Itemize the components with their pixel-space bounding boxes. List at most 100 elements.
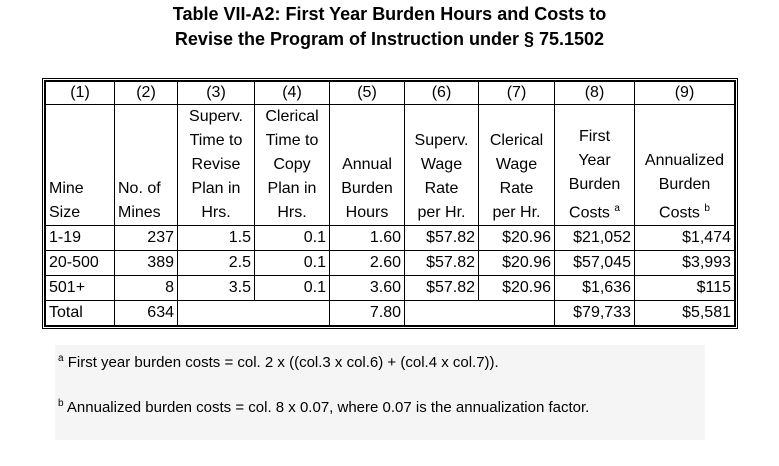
footnote-text: Annualized burden costs = col. 8 x 0.07,… (66, 399, 590, 416)
header-line: First (578, 127, 611, 145)
header-cell: Clerical Time to Copy Plan in Hrs. (254, 104, 330, 226)
cell: 237 (114, 225, 178, 251)
cell: $1,636 (554, 275, 635, 301)
cell: $3,993 (634, 250, 735, 276)
table-frame: (1) (2) (3) (4) (5) (6) (7) (8) (9) Mine Size No. o… (42, 78, 738, 329)
title: Table VII-A2: First Year Burden Hours an… (0, 2, 779, 52)
column-number: (3) (177, 81, 255, 105)
header-cell: Annual Burden Hours (329, 104, 405, 226)
header-line: Annual (342, 156, 392, 173)
header-line: Year (578, 151, 611, 169)
header-line: Revise (191, 156, 241, 173)
header-line: Rate (499, 180, 534, 197)
footnotes: a First year burden costs = col. 2 x ((c… (55, 345, 705, 440)
header-cell: Superv. Time to Revise Plan in Hrs. (177, 104, 255, 226)
cell: 634 (114, 300, 178, 326)
cell: $20.96 (478, 225, 555, 251)
header-line: Time to (265, 132, 319, 149)
cell: 1.60 (329, 225, 405, 251)
cell: 0.1 (254, 275, 330, 301)
header-line: Hrs. (201, 204, 231, 221)
cell: 2.5 (177, 250, 255, 276)
column-number: (4) (254, 81, 330, 105)
cell: $57,045 (554, 250, 635, 276)
cell: 389 (114, 250, 178, 276)
cell: 0.1 (254, 225, 330, 251)
header-line: Burden (341, 180, 393, 197)
empty-cell (177, 300, 330, 326)
header-cell: Annualized Burden Costs b (634, 104, 735, 226)
cell: $1,474 (634, 225, 735, 251)
header-line: Size (49, 204, 81, 221)
cell: 1.5 (177, 225, 255, 251)
cell: 501+ (45, 275, 115, 301)
cell: $21,052 (554, 225, 635, 251)
header-line: Burden (658, 175, 711, 193)
cell: 2.60 (329, 250, 405, 276)
cell: 20-500 (45, 250, 115, 276)
header-note: b (704, 202, 710, 214)
footnote-text: First year burden costs = col. 2 x ((col… (67, 354, 499, 371)
header-line: per Hr. (417, 204, 466, 221)
header-line: Rate (424, 180, 459, 197)
column-number: (6) (404, 81, 479, 105)
data-row: Total 634 7.80 $79,733 $5,581 (45, 300, 735, 326)
header-cell: No. of Mines (114, 104, 178, 226)
header-cell: First Year Burden Costs a (554, 104, 635, 226)
header-line: Costs a (569, 202, 620, 221)
header-line: Hours (345, 204, 389, 221)
column-number: (9) (634, 81, 735, 105)
header-line: Plan in (191, 180, 241, 197)
footnote: b Annualized burden costs = col. 8 x 0.0… (58, 398, 589, 416)
header-line: Burden (568, 175, 621, 193)
cell: 1-19 (45, 225, 115, 251)
cell: 3.60 (329, 275, 405, 301)
header-line: Clerical (265, 108, 319, 125)
empty-cell (404, 300, 555, 326)
cell: $20.96 (478, 250, 555, 276)
cell: $57.82 (404, 275, 479, 301)
column-number: (8) (554, 81, 635, 105)
header-line: No. of (118, 180, 161, 197)
footnote-mark: a (58, 353, 64, 364)
data-row: 501+ 8 3.5 0.1 3.60 $57.82 $20.96 $1,636 $115 (45, 275, 735, 301)
title-line: Revise the Program of Instruction under … (174, 29, 605, 49)
header-line: Costs b (659, 202, 710, 221)
header-line: Mine (49, 180, 84, 197)
header-line: Mines (118, 204, 161, 221)
header-line: Annualized (644, 151, 725, 169)
cell: 0.1 (254, 250, 330, 276)
header-line: Copy (273, 156, 311, 173)
header-line: Superv. (189, 108, 243, 125)
column-number: (7) (478, 81, 555, 105)
footnote: a First year burden costs = col. 2 x ((c… (58, 353, 499, 371)
column-number: (2) (114, 81, 178, 105)
footnote-mark: b (58, 398, 64, 409)
header-line: Superv. (414, 132, 469, 149)
column-number: (5) (329, 81, 405, 105)
header-row: Mine Size No. of Mines Superv. Time to Revise P… (45, 104, 735, 226)
cell: $115 (634, 275, 735, 301)
header-line: Wage (495, 156, 538, 173)
header-line: Clerical (489, 132, 544, 149)
header-line: Hrs. (277, 204, 307, 221)
title-line: Table VII-A2: First Year Burden Hours an… (172, 4, 607, 24)
table: (1) (2) (3) (4) (5) (6) (7) (8) (9) Mine Size No. o… (45, 81, 735, 326)
cell: 8 (114, 275, 178, 301)
header-line: per Hr. (492, 204, 541, 221)
cell: 3.5 (177, 275, 255, 301)
cell: $20.96 (478, 275, 555, 301)
column-number: (1) (45, 81, 115, 105)
header-line: Time to (189, 132, 243, 149)
header-line: Wage (420, 156, 463, 173)
number-row: (1) (2) (3) (4) (5) (6) (7) (8) (9) (45, 81, 735, 105)
cell: Total (45, 300, 115, 326)
header-line: Plan in (267, 180, 317, 197)
cell: $79,733 (554, 300, 635, 326)
cell: $57.82 (404, 250, 479, 276)
cell: $5,581 (634, 300, 735, 326)
header-cell: Clerical Wage Rate per Hr. (478, 104, 555, 226)
cell: $57.82 (404, 225, 479, 251)
data-row: 1-19 237 1.5 0.1 1.60 $57.82 $20.96 $21,052 $1,4… (45, 225, 735, 251)
